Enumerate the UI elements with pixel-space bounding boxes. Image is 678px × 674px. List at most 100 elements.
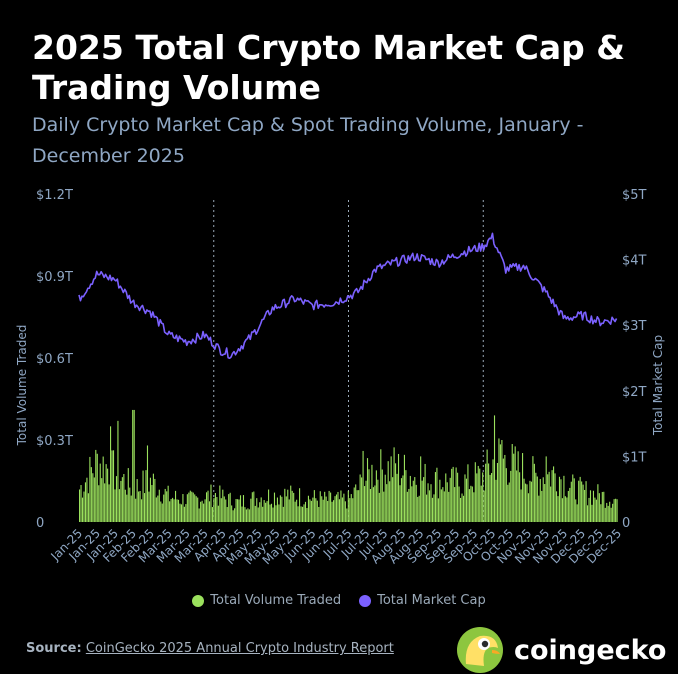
volume-bar <box>265 502 267 522</box>
volume-bar <box>589 490 592 522</box>
volume-bar <box>397 453 400 522</box>
volume-bar <box>245 509 247 522</box>
volume-bar <box>303 504 305 522</box>
volume-bar <box>601 491 603 522</box>
volume-bar <box>434 472 436 522</box>
volume-bar <box>117 420 119 522</box>
volume-bar <box>612 503 614 522</box>
volume-bar <box>414 477 416 522</box>
volume-bar <box>235 499 237 522</box>
volume-bar <box>273 492 276 522</box>
volume-bar <box>170 498 172 522</box>
volume-bar <box>309 499 311 522</box>
volume-bar <box>136 479 138 522</box>
volume-bar <box>563 475 565 522</box>
volume-bar <box>501 440 503 522</box>
volume-bar <box>480 485 482 522</box>
volume-bar <box>154 478 156 522</box>
y-left-tick-label: 0 <box>36 516 44 531</box>
y-right-tick-label: 0 <box>622 516 630 531</box>
volume-bar <box>598 493 600 522</box>
volume-bar <box>87 493 89 522</box>
volume-bar <box>442 487 444 522</box>
volume-bar <box>296 499 298 522</box>
volume-bar <box>347 490 349 522</box>
volume-bar <box>527 493 530 522</box>
volume-bar <box>579 476 581 522</box>
volume-bar <box>239 495 242 522</box>
volume-bar <box>185 504 187 522</box>
volume-bar <box>132 409 134 522</box>
volume-bar <box>151 485 153 522</box>
volume-bar <box>79 489 81 522</box>
legend-item-volume[interactable]: Total Volume Traded <box>192 593 341 608</box>
volume-bar <box>201 500 203 522</box>
volume-bar <box>120 480 122 522</box>
volume-bar <box>301 506 304 522</box>
volume-bar <box>304 501 307 522</box>
volume-bar <box>551 470 553 522</box>
volume-bar <box>427 483 429 522</box>
volume-bar <box>322 499 324 522</box>
volume-bar <box>369 488 372 522</box>
volume-bar <box>275 505 277 522</box>
volume-bar <box>548 471 550 522</box>
volume-bar <box>566 497 568 522</box>
volume-bar <box>554 473 556 522</box>
volume-bar <box>149 477 151 522</box>
volume-bar <box>141 499 143 522</box>
volume-bar <box>483 490 485 522</box>
volume-bar <box>206 492 208 522</box>
volume-bar <box>517 451 519 522</box>
volume-bar <box>424 463 426 522</box>
volume-bar <box>604 507 606 522</box>
volume-bar <box>207 490 209 522</box>
volume-bar <box>547 474 549 522</box>
volume-bar <box>148 491 150 522</box>
volume-bar <box>573 478 575 522</box>
volume-bar <box>260 497 262 522</box>
volume-bar <box>533 463 535 522</box>
volume-bar <box>418 495 420 522</box>
volume-bar <box>335 494 338 522</box>
volume-bar <box>188 492 190 522</box>
volume-bar <box>341 497 343 522</box>
volume-bar <box>214 492 216 522</box>
volume-bar <box>452 466 454 522</box>
volume-bar <box>222 489 224 522</box>
volume-bar <box>553 466 555 522</box>
volume-bar <box>344 501 346 522</box>
volume-bar <box>470 485 472 522</box>
volume-bar <box>105 464 107 522</box>
volume-bar <box>462 495 465 522</box>
volume-bar <box>423 477 425 522</box>
volume-bar <box>581 481 583 522</box>
volume-bar <box>496 462 499 522</box>
volume-bar <box>595 499 597 522</box>
volume-bar <box>473 492 475 522</box>
volume-bar <box>211 507 214 522</box>
volume-bar <box>133 409 135 522</box>
volume-bar <box>576 504 578 522</box>
volume-bar <box>121 477 123 522</box>
volume-bar <box>584 489 586 522</box>
market-cap-line <box>78 232 618 360</box>
coingecko-logo-icon <box>457 627 503 673</box>
volume-bar <box>118 489 120 522</box>
volume-bar <box>99 463 101 522</box>
source-link[interactable]: CoinGecko 2025 Annual Crypto Industry Re… <box>85 641 394 656</box>
legend-item-market-cap[interactable]: Total Market Cap <box>359 593 486 608</box>
volume-bar <box>194 494 196 522</box>
volume-bar <box>143 493 146 522</box>
chart-title: 2025 Total Crypto Market Cap & Trading V… <box>32 28 626 107</box>
volume-bar <box>238 499 240 522</box>
volume-bar <box>124 489 126 522</box>
volume-bar <box>406 491 408 522</box>
volume-bar <box>615 498 617 522</box>
volume-bar <box>244 507 246 522</box>
volume-bar <box>510 470 512 522</box>
volume-bar <box>426 494 428 522</box>
volume-bar <box>550 486 552 522</box>
volume-bar <box>276 497 278 522</box>
volume-bar <box>381 469 383 522</box>
